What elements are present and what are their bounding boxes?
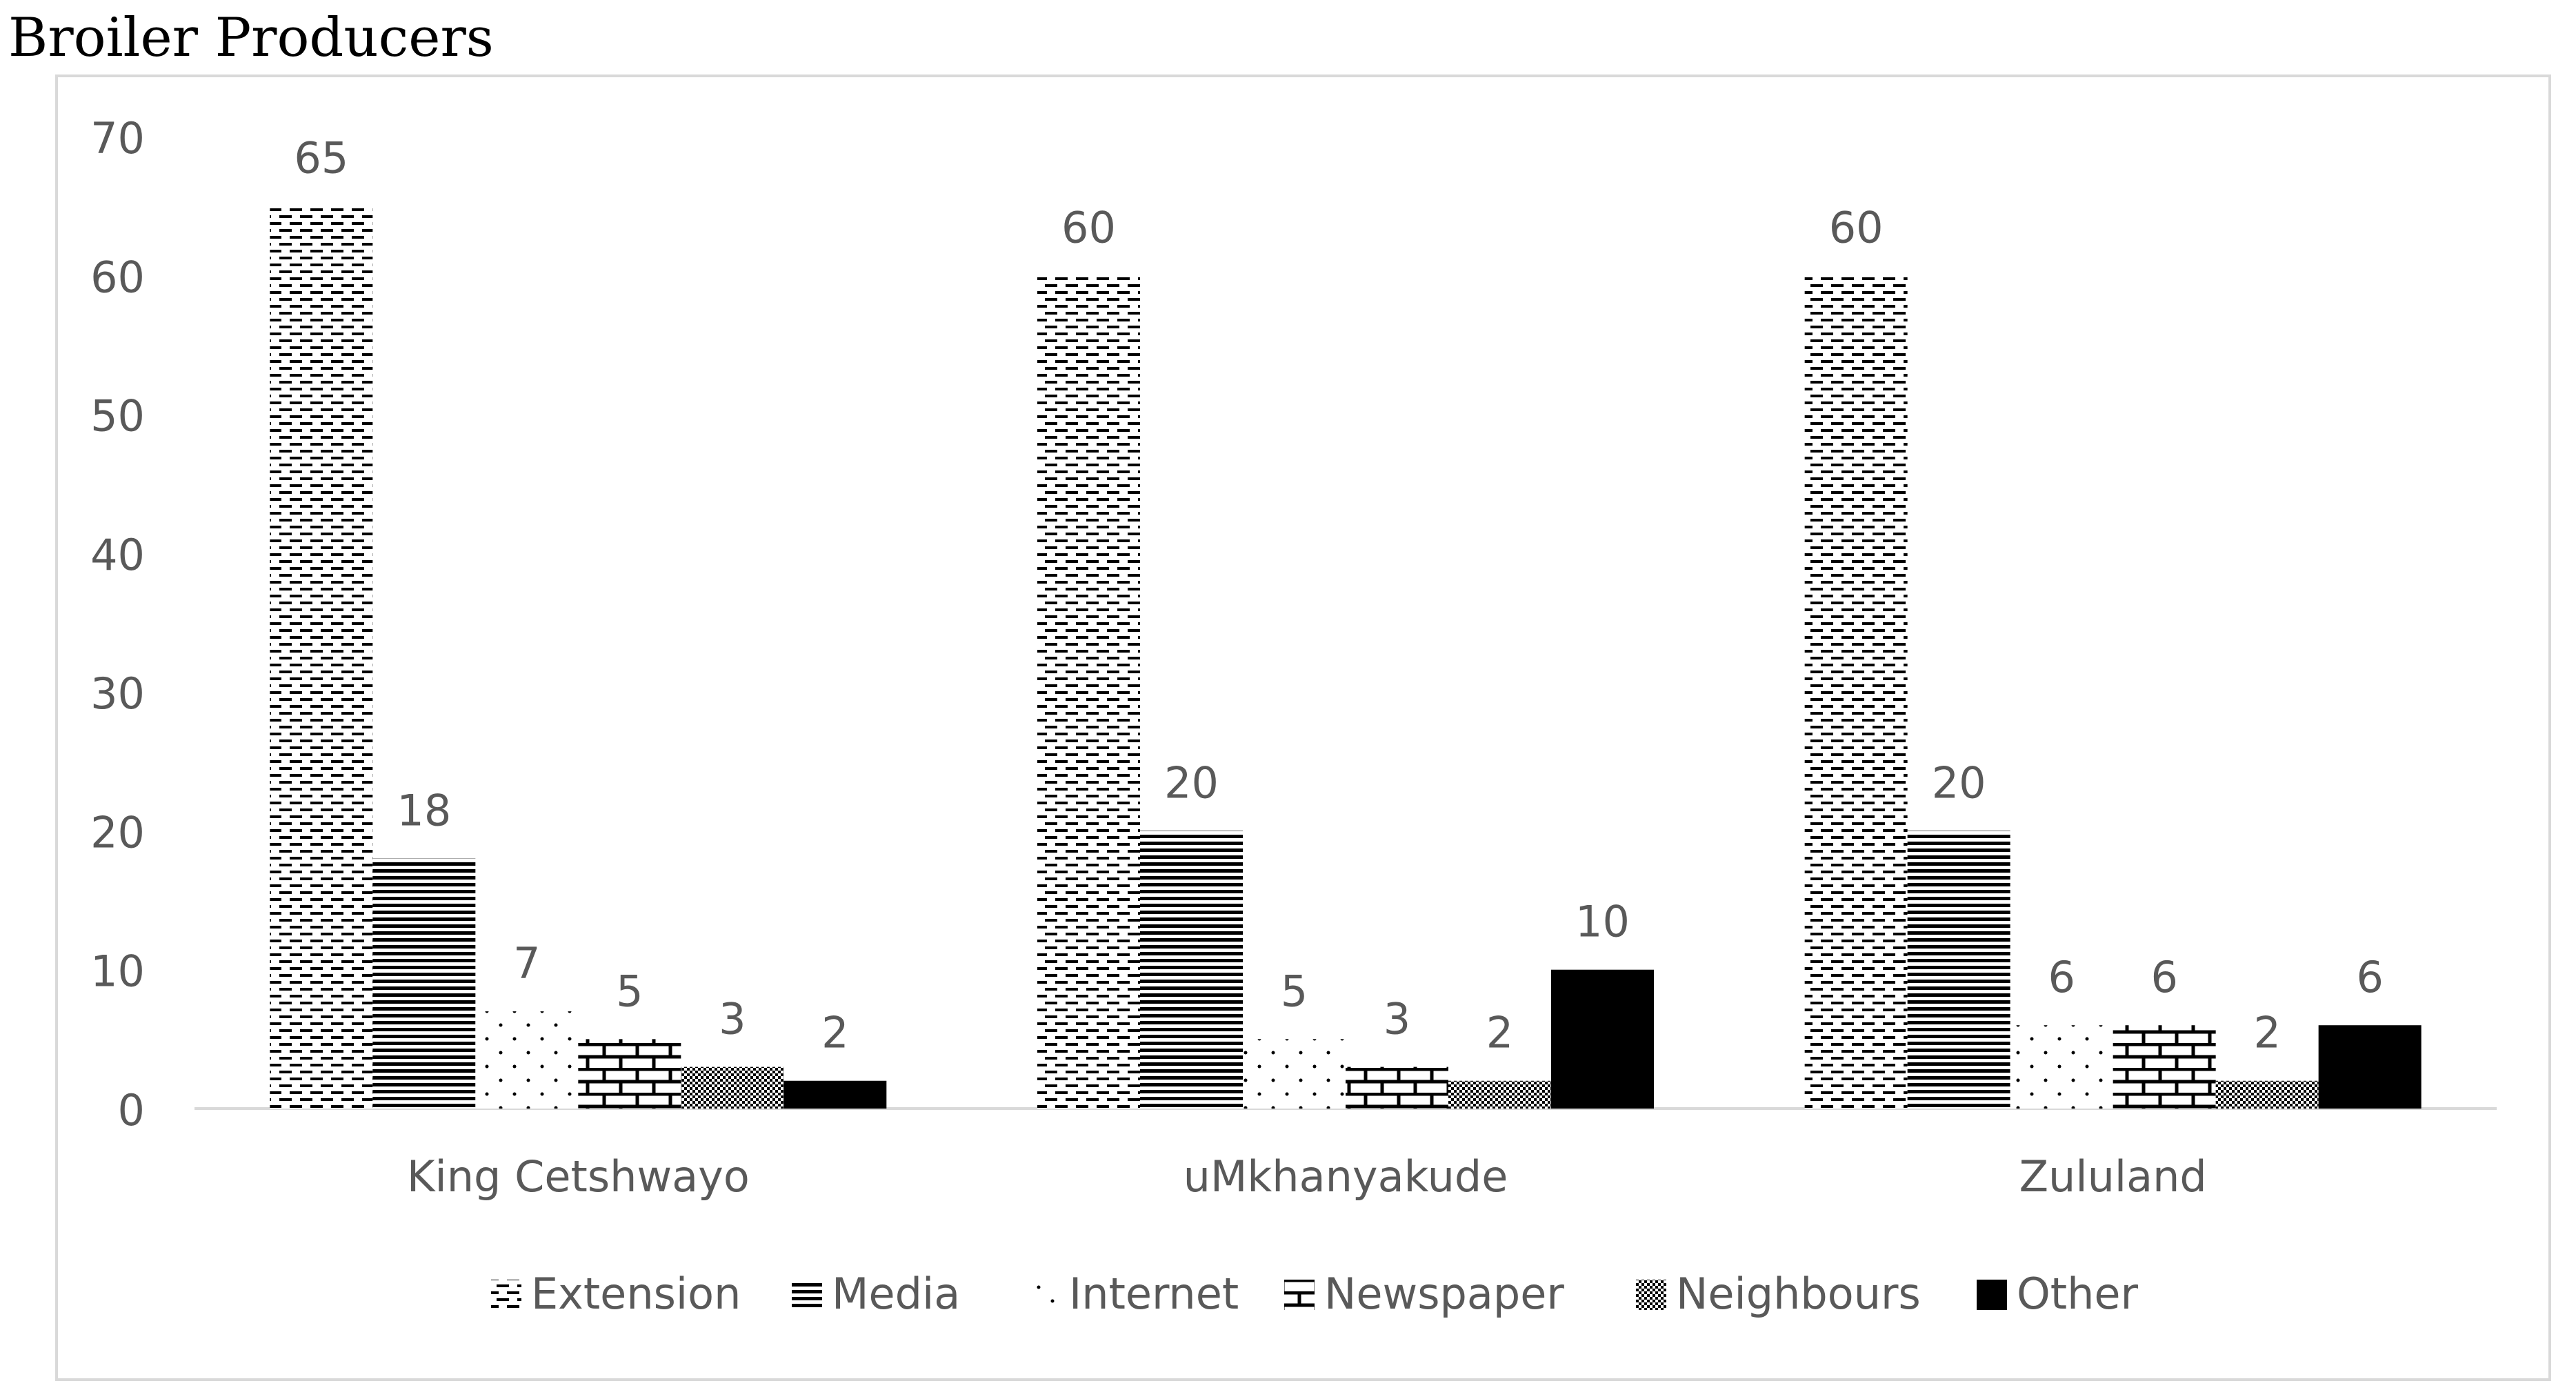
y-tick-label-0: 0	[118, 1085, 145, 1135]
y-tick-label-30: 30	[90, 668, 145, 719]
bar-zululand-internet	[2010, 1025, 2113, 1109]
bars-group	[270, 206, 2422, 1109]
legend-item-newspaper: Newspaper	[1284, 1269, 1564, 1319]
bar-zululand-media	[1907, 831, 2010, 1109]
legend: Extension Media Internet Newspaper Neighbour…	[491, 1269, 2139, 1319]
y-tick-label-70: 70	[90, 113, 145, 163]
data-label-zululand-neighbours: 2	[2253, 1008, 2280, 1058]
legend-swatch-neighbours	[1636, 1280, 1666, 1310]
legend-label-other: Other	[2017, 1269, 2139, 1319]
x-category-label-zululand: Zululand	[2019, 1151, 2207, 1202]
bar-king-cetshwayo-media	[372, 858, 476, 1109]
legend-item-internet: Internet	[1029, 1269, 1239, 1319]
bar-zululand-neighbours	[2215, 1080, 2319, 1109]
data-label-umkhanyakude-neighbours: 2	[1486, 1008, 1513, 1058]
legend-label-media: Media	[832, 1269, 960, 1319]
data-label-king-cetshwayo-newspaper: 5	[616, 966, 643, 1016]
data-label-zululand-media: 20	[1932, 757, 1986, 808]
data-label-umkhanyakude-internet: 5	[1281, 966, 1308, 1016]
legend-swatch-internet	[1029, 1280, 1059, 1310]
data-label-umkhanyakude-other: 10	[1575, 897, 1630, 947]
y-tick-label-10: 10	[90, 946, 145, 997]
data-label-king-cetshwayo-other: 2	[821, 1008, 848, 1058]
y-tick-label-40: 40	[90, 530, 145, 580]
legend-item-neighbours: Neighbours	[1636, 1269, 1921, 1319]
bar-zululand-newspaper	[2113, 1025, 2216, 1109]
legend-label-newspaper: Newspaper	[1324, 1269, 1564, 1319]
bar-king-cetshwayo-other	[783, 1080, 887, 1109]
legend-label-neighbours: Neighbours	[1676, 1269, 1921, 1319]
bar-king-cetshwayo-extension	[270, 206, 373, 1109]
bar-umkhanyakude-media	[1140, 831, 1243, 1109]
legend-item-other: Other	[1977, 1269, 2139, 1319]
x-category-label-king-cetshwayo: King Cetshwayo	[407, 1151, 750, 1202]
bar-king-cetshwayo-neighbours	[681, 1066, 784, 1109]
data-label-king-cetshwayo-media: 18	[397, 786, 451, 836]
data-label-king-cetshwayo-extension: 65	[294, 133, 348, 183]
data-label-umkhanyakude-media: 20	[1164, 757, 1219, 808]
chart-frame	[55, 75, 2551, 1381]
x-category-label-umkhanyakude: uMkhanyakude	[1184, 1151, 1508, 1202]
y-tick-label-50: 50	[90, 391, 145, 441]
bar-umkhanyakude-internet	[1243, 1039, 1346, 1109]
data-label-king-cetshwayo-internet: 7	[513, 938, 540, 989]
data-label-zululand-newspaper: 6	[2150, 952, 2177, 1002]
data-labels-group: 65 18 7 5 3 2 60 20 5 3 2 10 60 20 6 6 2 6	[294, 133, 2384, 1058]
data-label-zululand-extension: 60	[1829, 202, 1884, 252]
legend-label-extension: Extension	[531, 1269, 741, 1319]
data-label-umkhanyakude-extension: 60	[1061, 202, 1116, 252]
y-tick-label-60: 60	[90, 252, 145, 302]
data-label-zululand-internet: 6	[2048, 952, 2075, 1002]
legend-swatch-extension	[491, 1280, 521, 1310]
bar-king-cetshwayo-newspaper	[578, 1039, 681, 1109]
legend-item-extension: Extension	[491, 1269, 741, 1319]
bar-king-cetshwayo-internet	[475, 1011, 579, 1109]
bar-umkhanyakude-extension	[1037, 275, 1140, 1109]
legend-swatch-newspaper	[1284, 1280, 1315, 1310]
legend-swatch-media	[792, 1280, 822, 1310]
legend-swatch-other	[1977, 1280, 2007, 1310]
data-label-zululand-other: 6	[2356, 952, 2383, 1002]
data-label-king-cetshwayo-neighbours: 3	[719, 994, 746, 1044]
legend-item-media: Media	[792, 1269, 960, 1319]
figure-title: Broiler Producers	[8, 7, 494, 69]
bar-zululand-other	[2318, 1025, 2422, 1109]
bar-umkhanyakude-neighbours	[1448, 1080, 1551, 1109]
y-axis-ticks: 0 10 20 30 40 50 60 70	[90, 113, 145, 1135]
y-tick-label-20: 20	[90, 807, 145, 857]
bar-umkhanyakude-other	[1551, 969, 1654, 1109]
legend-label-internet: Internet	[1069, 1269, 1239, 1319]
data-label-umkhanyakude-newspaper: 3	[1384, 994, 1410, 1044]
bar-umkhanyakude-newspaper	[1346, 1066, 1448, 1109]
x-axis-categories: King Cetshwayo uMkhanyakude Zululand	[407, 1151, 2207, 1202]
bar-zululand-extension	[1804, 275, 1908, 1109]
